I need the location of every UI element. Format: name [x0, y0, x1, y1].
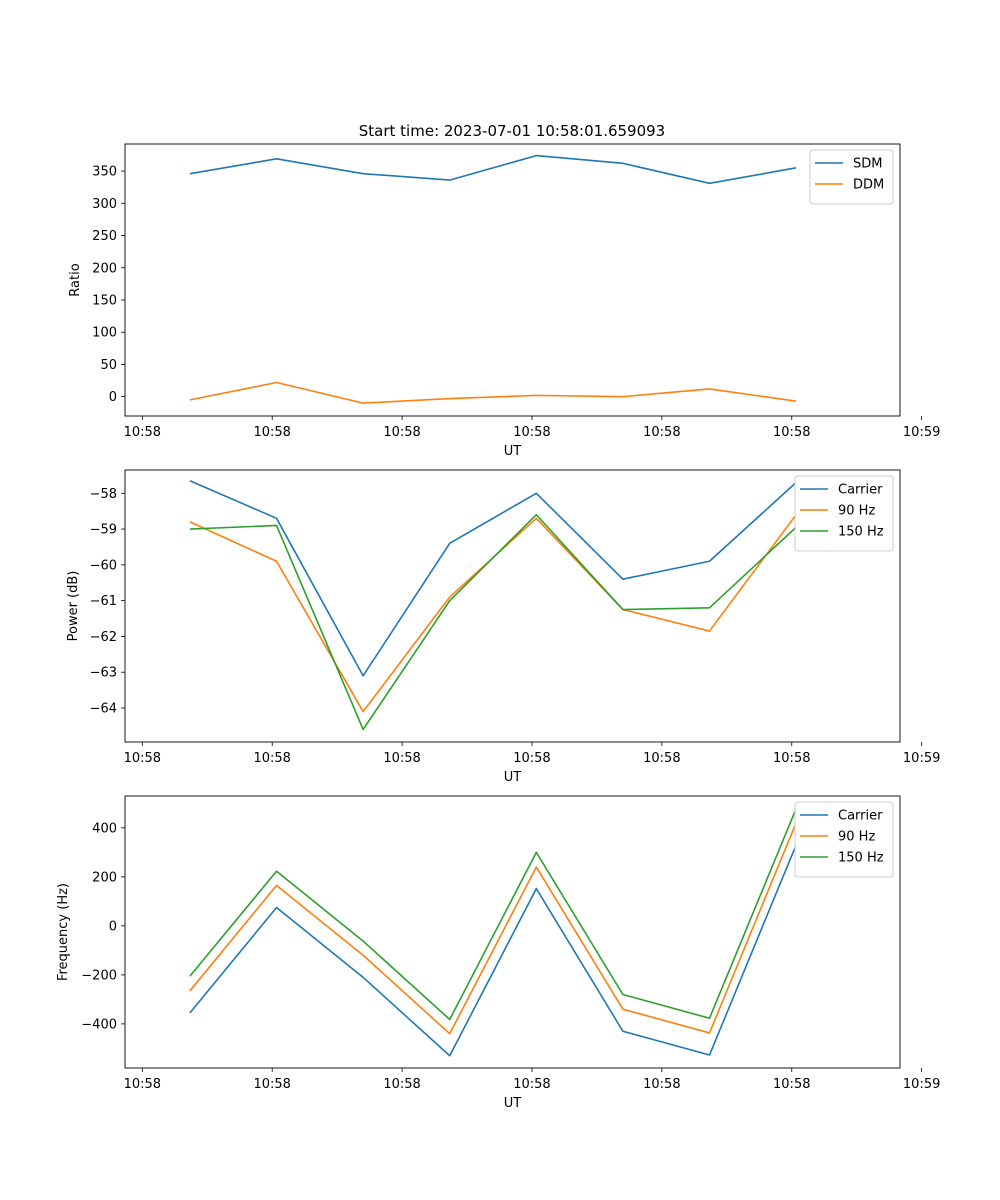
power-y-axis-label: Power (dB)	[66, 571, 81, 642]
frequency-y-tick-label: 0	[109, 919, 117, 934]
frequency-axes-frame	[124, 795, 901, 1069]
ratio-chart-panel: 0 50 100 150 200 250 300 350 10:58 10:58 10:58 10:5…	[68, 143, 940, 459]
ratio-x-tick-label: 10:58	[253, 425, 290, 440]
ratio-x-tick-label: 10:58	[383, 425, 420, 440]
frequency-y-tick-label: 400	[92, 821, 117, 836]
frequency-legend	[794, 801, 894, 878]
frequency-x-tick-label: 10:58	[383, 1077, 420, 1092]
ratio-x-axis-label: UT	[504, 444, 522, 459]
ratio-y-tick-label: 150	[92, 293, 117, 308]
power-y-tick-label: −64	[90, 702, 117, 717]
frequency-y-tick-label: 200	[92, 870, 117, 885]
power-x-axis-label: UT	[504, 770, 522, 785]
frequency-legend-label-90-hz: 90 Hz	[838, 830, 875, 845]
ratio-legend-label-ddm: DDM	[853, 178, 884, 193]
ratio-x-tick-label: 10:59	[903, 425, 940, 440]
ratio-y-tick-label: 200	[92, 261, 117, 276]
frequency-x-tick-label: 10:59	[903, 1077, 940, 1092]
power-x-tick-label: 10:58	[383, 751, 420, 766]
frequency-legend-label-150-hz: 150 Hz	[838, 851, 884, 866]
power-x-tick-label: 10:58	[253, 751, 290, 766]
power-y-tick-label: −58	[90, 487, 117, 502]
power-x-tick-label: 10:59	[903, 751, 940, 766]
ratio-series-line-ddm	[189, 381, 797, 404]
ratio-x-tick-label: 10:58	[773, 425, 810, 440]
power-x-tick-label: 10:58	[643, 751, 680, 766]
power-chart-panel: −64 −63 −62 −61 −60 −59 −58 10:58 10:58 10:58 10:5…	[66, 469, 940, 785]
power-x-tick-label: 10:58	[124, 751, 161, 766]
frequency-x-tick-label: 10:58	[124, 1077, 161, 1092]
ratio-y-axis-label: Ratio	[68, 263, 83, 296]
frequency-x-tick-label: 10:58	[643, 1077, 680, 1092]
power-series-line-150-hz	[189, 513, 797, 731]
frequency-series-line-90-hz	[189, 822, 797, 1035]
ratio-series-line-sdm	[189, 154, 797, 185]
ratio-x-tick-label: 10:58	[513, 425, 550, 440]
power-axes-frame	[124, 469, 901, 743]
frequency-y-axis-label: Frequency (Hz)	[56, 883, 71, 981]
power-y-tick-label: −63	[90, 666, 117, 681]
power-y-tick-label: −60	[90, 558, 117, 573]
ratio-y-tick-label: 250	[92, 229, 117, 244]
chart-title: Start time: 2023-07-01 10:58:01.659093	[359, 122, 665, 140]
ratio-x-tick-label: 10:58	[124, 425, 161, 440]
frequency-x-tick-label: 10:58	[773, 1077, 810, 1092]
power-x-tick-label: 10:58	[773, 751, 810, 766]
ratio-x-tick-label: 10:58	[643, 425, 680, 440]
frequency-y-tick-label: −400	[81, 1017, 117, 1032]
power-y-tick-label: −61	[90, 594, 117, 609]
ratio-y-tick-label: 100	[92, 326, 117, 341]
power-legend-label-90-hz: 90 Hz	[838, 504, 875, 519]
ratio-y-tick-label: 0	[109, 390, 117, 405]
ratio-legend-label-sdm: SDM	[853, 157, 882, 172]
frequency-x-axis-label: UT	[504, 1096, 522, 1111]
power-x-tick-label: 10:58	[513, 751, 550, 766]
power-y-tick-label: −62	[90, 630, 117, 645]
ratio-axes-frame	[124, 143, 901, 417]
frequency-x-tick-label: 10:58	[253, 1077, 290, 1092]
power-legend	[794, 475, 894, 552]
frequency-series-line-carrier	[189, 844, 797, 1057]
ratio-y-tick-label: 50	[100, 358, 117, 373]
frequency-series-line-150-hz	[189, 808, 797, 1021]
frequency-chart-panel: −400 −200 0 200 400 10:58 10:58 10:58 10:58 10:58…	[56, 795, 940, 1111]
frequency-x-tick-label: 10:58	[513, 1077, 550, 1092]
ratio-y-tick-label: 350	[92, 165, 117, 180]
power-legend-label-carrier: Carrier	[838, 483, 883, 498]
power-series-line-carrier	[189, 480, 797, 677]
ratio-y-tick-label: 300	[92, 197, 117, 212]
frequency-y-tick-label: −200	[81, 968, 117, 983]
frequency-legend-label-carrier: Carrier	[838, 809, 883, 824]
power-legend-label-150-hz: 150 Hz	[838, 525, 884, 540]
power-y-tick-label: −59	[90, 523, 117, 538]
